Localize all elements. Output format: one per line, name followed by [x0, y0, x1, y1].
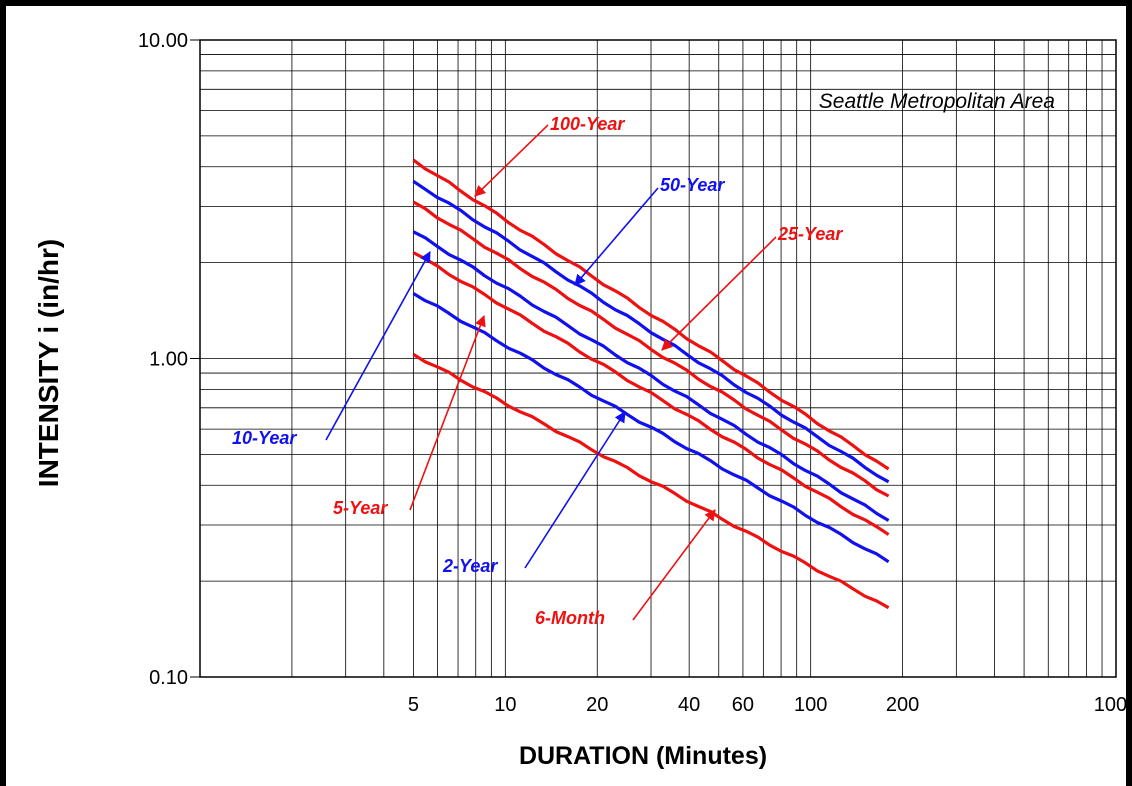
x-tick-label: 1000	[1094, 694, 1132, 716]
label-2-year: 2-Year	[442, 556, 498, 576]
series-line-100-year	[412, 158, 890, 471]
x-tick-label: 10	[494, 694, 516, 716]
x-tick-label: 40	[678, 694, 700, 716]
x-tick-label: 200	[886, 694, 919, 716]
series-line-10-year	[412, 230, 890, 522]
grid	[200, 40, 1116, 677]
series-line-2-year	[412, 292, 890, 564]
x-tick-label: 20	[586, 694, 608, 716]
label-10-year: 10-Year	[232, 428, 297, 448]
x-tick-label: 60	[732, 694, 754, 716]
axis-ticks: 5 10 20 40 60 100 200 1000 10.00 1.00 0.10	[138, 30, 1132, 716]
x-tick-label: 5	[408, 694, 419, 716]
series-line-5-year	[412, 251, 890, 536]
x-axis-title: DURATION (Minutes)	[519, 742, 767, 770]
leader-arrow	[661, 236, 777, 351]
series-line-6-month	[412, 353, 890, 610]
label-100-year: 100-Year	[550, 114, 625, 134]
y-tick-label: 1.00	[149, 349, 188, 371]
y-tick-label: 0.10	[149, 667, 188, 689]
leader-arrow	[524, 411, 626, 569]
series-line-25-year	[412, 200, 890, 498]
label-25-year: 25-Year	[777, 224, 843, 244]
leader-arrow	[632, 509, 716, 621]
label-50-year: 50-Year	[660, 175, 725, 195]
leader-arrow	[409, 314, 486, 511]
series-line-50-year	[412, 179, 890, 484]
y-axis-title: INTENSITY i (in/hr)	[33, 239, 64, 487]
series-lines	[412, 158, 890, 610]
series-annotations: 6-Month 2-Year 5-Year 10-Year 25-Year 50-Year…	[232, 114, 843, 628]
label-5-year: 5-Year	[333, 498, 388, 518]
label-6-month: 6-Month	[535, 608, 605, 628]
x-tick-label: 100	[794, 694, 827, 716]
leader-arrow	[474, 124, 549, 197]
leader-arrow	[325, 251, 431, 441]
area-annotation: Seattle Metropolitan Area	[819, 90, 1055, 113]
y-tick-label: 10.00	[138, 30, 188, 52]
leader-arrow	[574, 187, 659, 286]
